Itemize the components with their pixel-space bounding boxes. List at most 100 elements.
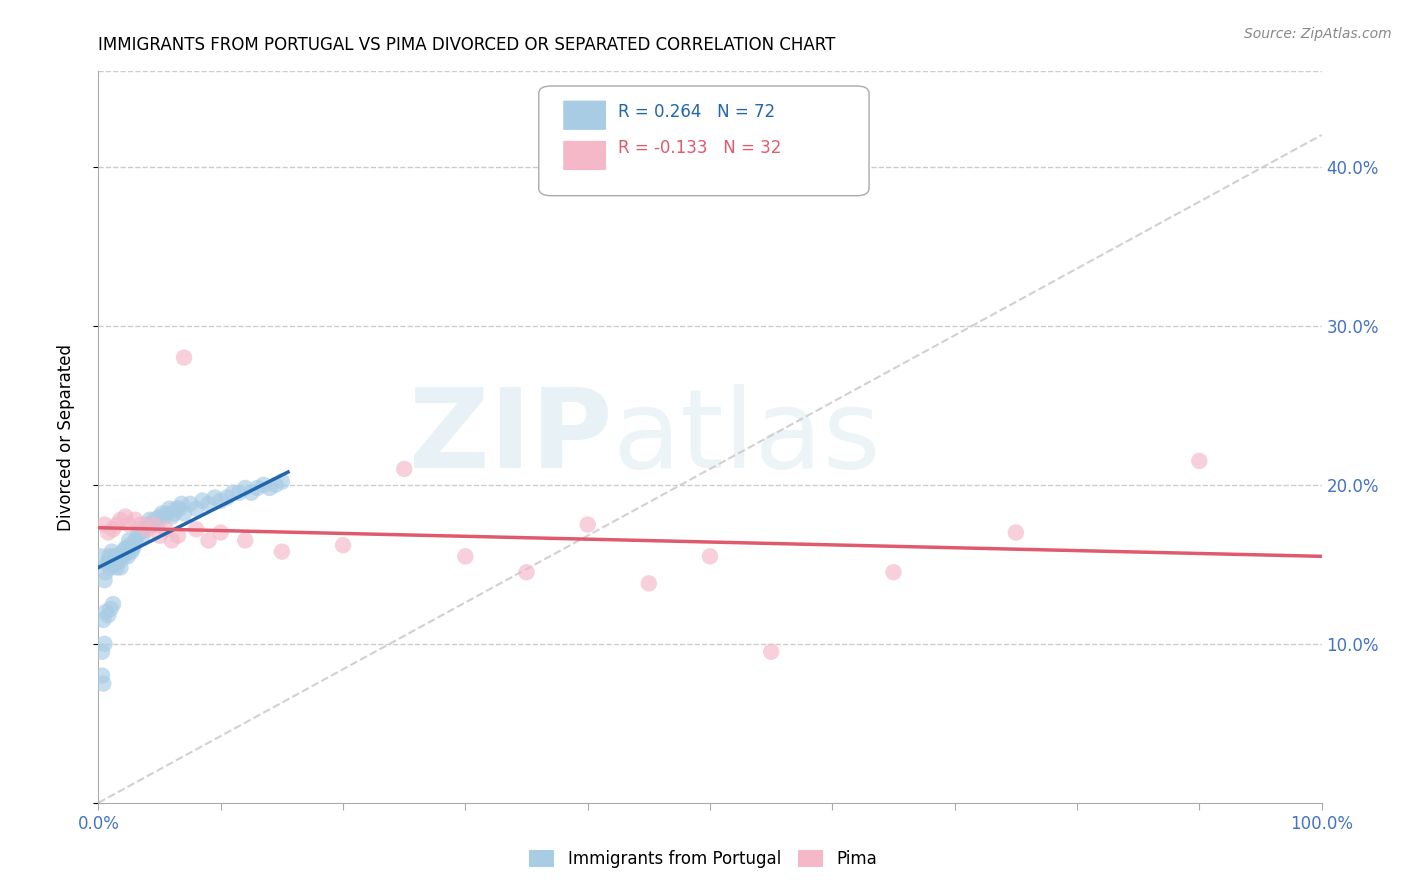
Point	[108, 554, 131, 568]
Point	[157, 501, 180, 516]
FancyBboxPatch shape	[538, 86, 869, 195]
Point	[96, 558, 118, 572]
Point	[167, 529, 190, 543]
Point	[146, 517, 169, 532]
Point	[97, 525, 120, 540]
Point	[142, 517, 165, 532]
Point	[129, 517, 152, 532]
Point	[576, 517, 599, 532]
Point	[270, 475, 294, 489]
Point	[97, 608, 120, 623]
FancyBboxPatch shape	[564, 141, 606, 170]
Point	[97, 554, 120, 568]
Y-axis label: Divorced or Separated: Divorced or Separated	[56, 343, 75, 531]
Point	[149, 529, 172, 543]
FancyBboxPatch shape	[564, 101, 606, 130]
Point	[246, 481, 269, 495]
Point	[103, 558, 125, 572]
Point	[90, 549, 112, 564]
Point	[153, 509, 176, 524]
Point	[392, 462, 416, 476]
Legend: Immigrants from Portugal, Pima: Immigrants from Portugal, Pima	[523, 843, 883, 875]
Point	[105, 517, 128, 532]
Point	[270, 544, 294, 558]
Point	[131, 529, 153, 543]
Point	[197, 497, 219, 511]
Text: atlas: atlas	[612, 384, 880, 491]
Point	[93, 637, 115, 651]
Point	[100, 560, 122, 574]
Point	[332, 538, 354, 552]
Point	[233, 533, 256, 548]
Point	[101, 597, 124, 611]
Point	[1188, 454, 1211, 468]
Point	[98, 549, 121, 564]
Point	[114, 509, 136, 524]
Point	[204, 491, 226, 505]
Point	[233, 481, 256, 495]
Point	[167, 501, 190, 516]
Point	[179, 497, 201, 511]
Point	[112, 549, 135, 564]
Point	[100, 602, 122, 616]
Point	[883, 566, 905, 580]
Point	[160, 533, 183, 548]
Point	[101, 549, 124, 564]
Point	[173, 351, 195, 365]
Point	[228, 485, 250, 500]
Point	[111, 549, 134, 564]
Point	[134, 522, 156, 536]
Point	[186, 501, 208, 516]
Point	[91, 613, 114, 627]
Point	[197, 533, 219, 548]
Point	[110, 513, 132, 527]
Point	[170, 497, 193, 511]
Point	[107, 549, 129, 564]
Point	[101, 522, 124, 536]
Point	[94, 605, 117, 619]
Point	[129, 525, 152, 540]
Point	[163, 507, 186, 521]
Text: R = 0.264   N = 72: R = 0.264 N = 72	[619, 103, 776, 120]
Point	[105, 560, 128, 574]
Point	[143, 513, 166, 527]
Point	[1004, 525, 1026, 540]
Point	[155, 522, 177, 536]
Point	[93, 517, 115, 532]
Point	[638, 576, 661, 591]
Text: IMMIGRANTS FROM PORTUGAL VS PIMA DIVORCED OR SEPARATED CORRELATION CHART: IMMIGRANTS FROM PORTUGAL VS PIMA DIVORCE…	[98, 36, 835, 54]
Point	[91, 645, 114, 659]
Point	[91, 668, 114, 682]
Point	[114, 541, 136, 556]
Point	[120, 544, 142, 558]
Point	[91, 676, 114, 690]
Point	[136, 522, 159, 536]
Point	[122, 538, 145, 552]
Point	[101, 544, 124, 558]
Point	[115, 541, 138, 556]
Point	[139, 513, 162, 527]
Point	[166, 501, 188, 516]
Point	[120, 538, 142, 552]
Point	[215, 491, 238, 505]
Point	[186, 522, 208, 536]
Point	[118, 533, 141, 548]
Point	[240, 485, 263, 500]
Point	[160, 509, 183, 524]
Point	[173, 507, 195, 521]
Point	[222, 485, 245, 500]
Point	[124, 513, 146, 527]
Point	[104, 549, 127, 564]
Point	[117, 549, 139, 564]
Point	[264, 477, 287, 491]
Point	[149, 509, 172, 524]
Point	[94, 566, 117, 580]
Point	[156, 507, 179, 521]
Point	[124, 533, 146, 548]
Point	[150, 507, 173, 521]
Point	[454, 549, 477, 564]
Point	[111, 544, 134, 558]
Point	[209, 525, 232, 540]
Point	[699, 549, 721, 564]
Point	[209, 493, 232, 508]
